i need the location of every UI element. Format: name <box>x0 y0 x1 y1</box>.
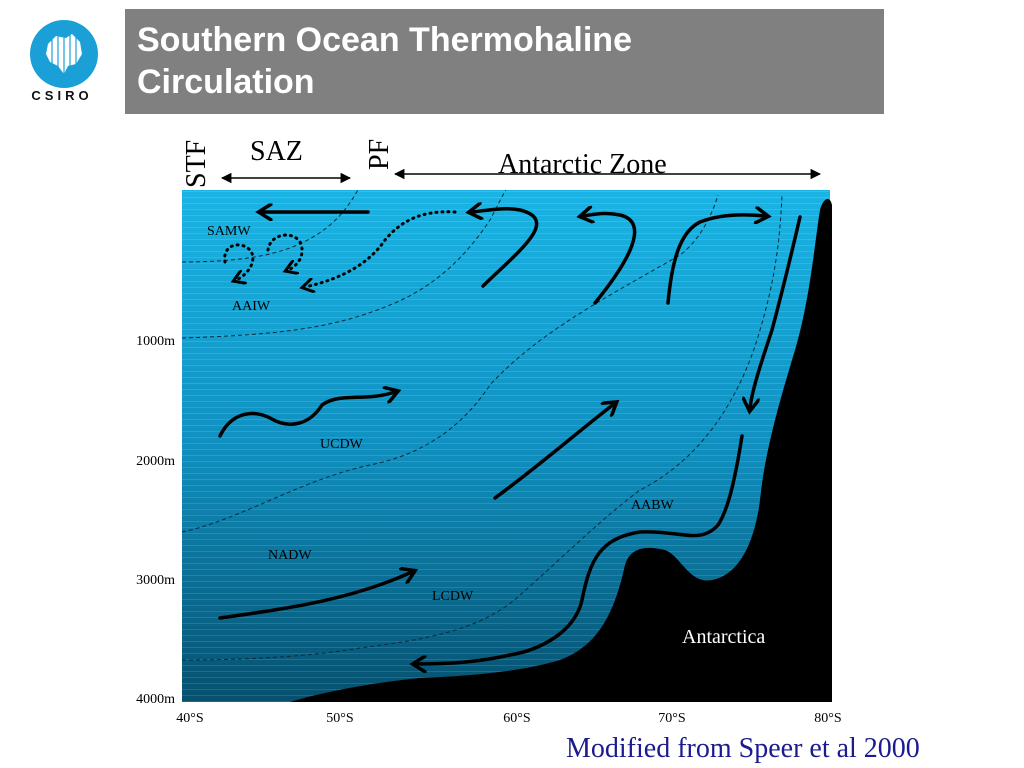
dotted-circulation <box>223 210 457 287</box>
title-line-1: Southern Ocean Thermohaline <box>137 21 632 59</box>
lat-label-40s: 40°S <box>176 711 203 726</box>
lat-label-70s: 70°S <box>658 711 685 726</box>
depth-label-4000: 4000m <box>136 692 175 707</box>
depth-label-2000: 2000m <box>136 454 175 469</box>
title-line-2: Circulation <box>137 63 315 101</box>
title-bar: Southern Ocean Thermohaline Circulation <box>125 9 884 114</box>
aaiw-dotted-arrow <box>305 210 457 287</box>
source-credit: Modified from Speer et al 2000 <box>566 733 920 764</box>
depth-label-3000: 3000m <box>136 573 175 588</box>
dotted-loop-2 <box>266 233 304 270</box>
label-antarctica: Antarctica <box>682 626 765 648</box>
label-lcdw: LCDW <box>432 589 474 604</box>
antarctica-landmass <box>290 198 832 702</box>
label-samw: SAMW <box>207 224 251 239</box>
lat-label-60s: 60°S <box>503 711 530 726</box>
label-aaiw: AAIW <box>232 299 271 314</box>
upwelling-arrow-2 <box>583 213 637 305</box>
label-nadw: NADW <box>268 548 312 563</box>
downwelling-arrow <box>750 215 802 408</box>
label-ucdw: UCDW <box>320 437 364 452</box>
deep-diagonal-arrow <box>493 404 614 500</box>
front-label-stf: STF <box>181 140 212 188</box>
dotted-loop-1 <box>223 243 255 280</box>
front-label-saz: SAZ <box>250 136 303 167</box>
front-label-pf: PF <box>364 139 395 170</box>
label-aabw: AABW <box>631 498 675 513</box>
nadw-arrow <box>218 572 412 620</box>
lat-label-50s: 50°S <box>326 711 353 726</box>
circulation-arrows <box>218 209 802 664</box>
ucdw-arrow <box>218 392 395 438</box>
csiro-logo-icon <box>30 20 98 88</box>
depth-label-1000: 1000m <box>136 334 175 349</box>
upwelling-arrow-3 <box>666 215 765 305</box>
upwelling-arrow-1 <box>472 209 539 288</box>
lat-label-80s: 80°S <box>814 711 841 726</box>
logo-text: CSIRO <box>31 88 93 103</box>
front-label-antarctic-zone: Antarctic Zone <box>498 149 667 180</box>
page-title: Southern Ocean Thermohaline Circulation <box>137 19 837 103</box>
aabw-arrow <box>416 434 744 664</box>
